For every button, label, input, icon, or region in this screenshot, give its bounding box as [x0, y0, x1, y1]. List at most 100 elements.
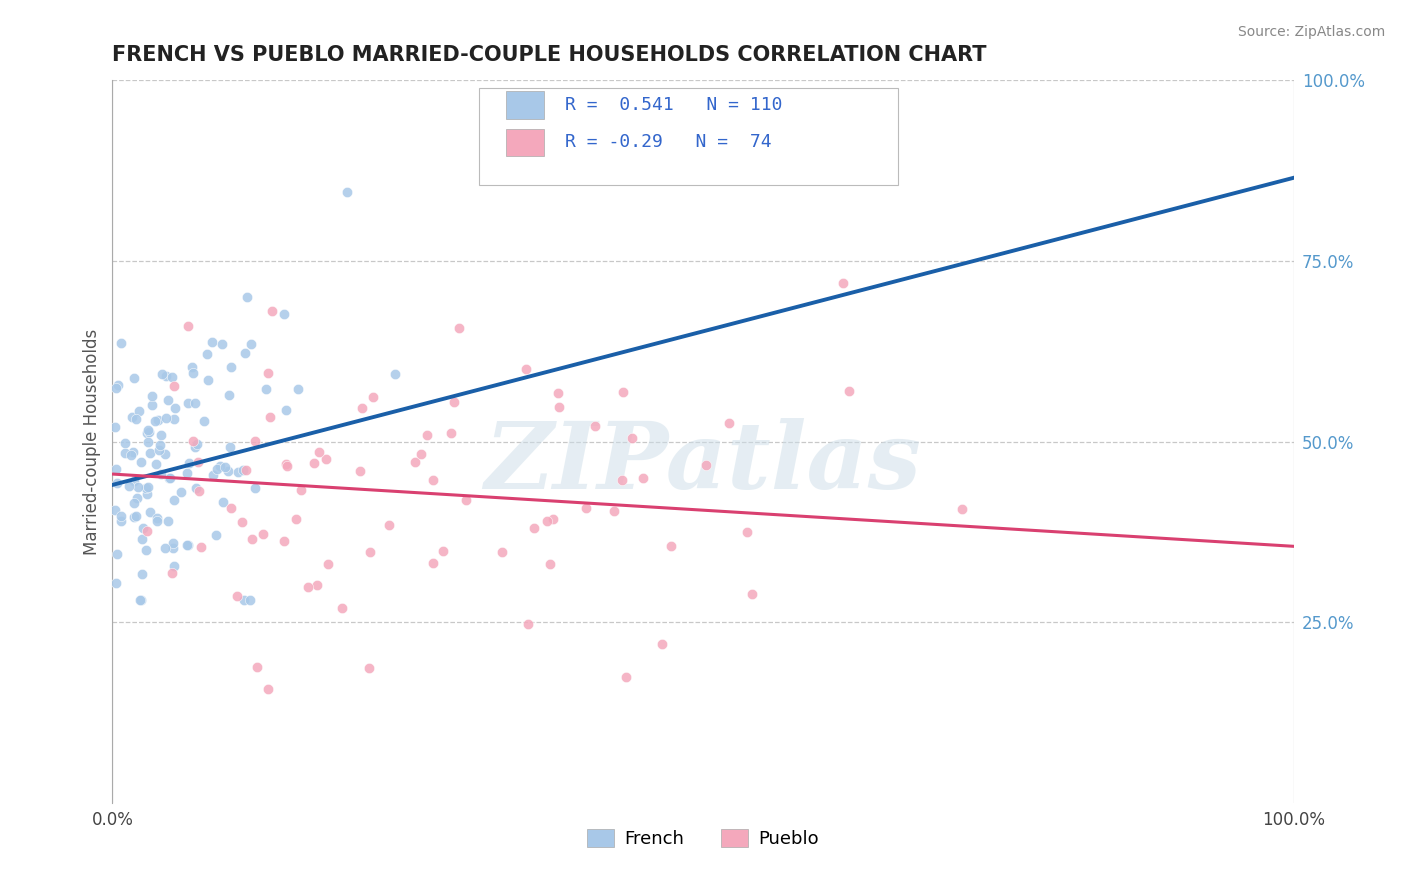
Point: [219, 360, 242, 375]
Point: [163, 493, 186, 508]
Point: [187, 455, 209, 469]
Point: [276, 459, 298, 474]
Point: [181, 366, 204, 380]
Point: [547, 400, 569, 414]
Point: [350, 401, 373, 415]
Point: [159, 471, 181, 485]
Point: [125, 508, 148, 523]
Point: [139, 446, 162, 460]
Point: [384, 367, 406, 381]
Point: [256, 366, 278, 380]
Point: [440, 425, 463, 440]
Point: [404, 455, 426, 469]
Point: [233, 593, 256, 607]
Point: [163, 401, 186, 415]
Point: [612, 473, 634, 487]
Point: [583, 419, 606, 434]
Point: [160, 369, 183, 384]
Point: [456, 492, 478, 507]
Point: [110, 335, 132, 350]
Point: [135, 543, 157, 558]
Point: [183, 396, 205, 410]
Point: [536, 514, 558, 528]
Point: [160, 566, 183, 581]
Point: [150, 428, 173, 442]
Point: [141, 398, 163, 412]
Point: [695, 458, 717, 472]
Point: [243, 481, 266, 495]
Point: [254, 382, 277, 396]
Point: [449, 320, 471, 334]
Point: [950, 501, 973, 516]
Point: [718, 416, 741, 430]
Point: [148, 442, 170, 457]
Point: [330, 600, 353, 615]
Point: [122, 474, 145, 488]
Point: [150, 367, 173, 381]
Point: [621, 431, 644, 445]
Point: [179, 456, 201, 470]
Point: [110, 514, 132, 528]
Point: [181, 360, 204, 375]
Point: [735, 524, 758, 539]
Point: [274, 402, 297, 417]
Text: R =  0.541   N = 110: R = 0.541 N = 110: [565, 95, 782, 114]
Point: [614, 669, 637, 683]
Point: [104, 462, 127, 476]
Point: [145, 510, 167, 524]
Point: [170, 484, 193, 499]
Point: [155, 410, 177, 425]
Point: [416, 427, 439, 442]
Point: [186, 481, 208, 495]
Point: [157, 471, 180, 485]
Point: [226, 465, 249, 479]
Point: [122, 444, 145, 458]
Point: [121, 409, 143, 424]
Point: [443, 395, 465, 409]
Point: [104, 503, 127, 517]
Text: Source: ZipAtlas.com: Source: ZipAtlas.com: [1237, 25, 1385, 39]
Point: [422, 473, 444, 487]
Point: [741, 587, 763, 601]
Point: [287, 383, 309, 397]
Point: [603, 504, 626, 518]
Point: [491, 544, 513, 558]
FancyBboxPatch shape: [506, 91, 544, 119]
Point: [176, 319, 198, 334]
Point: [378, 517, 401, 532]
Point: [214, 459, 236, 474]
Point: [138, 425, 160, 439]
Point: [155, 541, 177, 556]
Point: [163, 412, 186, 426]
Point: [315, 451, 337, 466]
Point: [302, 456, 325, 470]
Point: [143, 414, 166, 428]
Point: [176, 538, 198, 552]
Point: [219, 501, 242, 516]
Point: [211, 337, 233, 351]
Point: [141, 389, 163, 403]
Point: [176, 466, 198, 480]
Point: [128, 403, 150, 417]
Point: [316, 557, 339, 571]
Point: [209, 459, 232, 474]
Point: [212, 494, 235, 508]
Point: [131, 520, 153, 534]
Point: [831, 277, 853, 291]
Point: [259, 410, 281, 425]
Point: [181, 434, 204, 449]
Point: [305, 578, 328, 592]
Point: [252, 527, 274, 541]
Point: [538, 558, 561, 572]
Point: [162, 379, 184, 393]
Text: ZIPatlas: ZIPatlas: [485, 418, 921, 508]
Point: [122, 509, 145, 524]
Point: [411, 447, 433, 461]
Point: [129, 454, 152, 468]
Point: [107, 475, 129, 490]
Point: [114, 435, 136, 450]
Point: [131, 593, 153, 607]
Text: FRENCH VS PUEBLO MARRIED-COUPLE HOUSEHOLDS CORRELATION CHART: FRENCH VS PUEBLO MARRIED-COUPLE HOUSEHOL…: [112, 45, 987, 65]
Point: [146, 413, 169, 427]
Point: [162, 536, 184, 550]
